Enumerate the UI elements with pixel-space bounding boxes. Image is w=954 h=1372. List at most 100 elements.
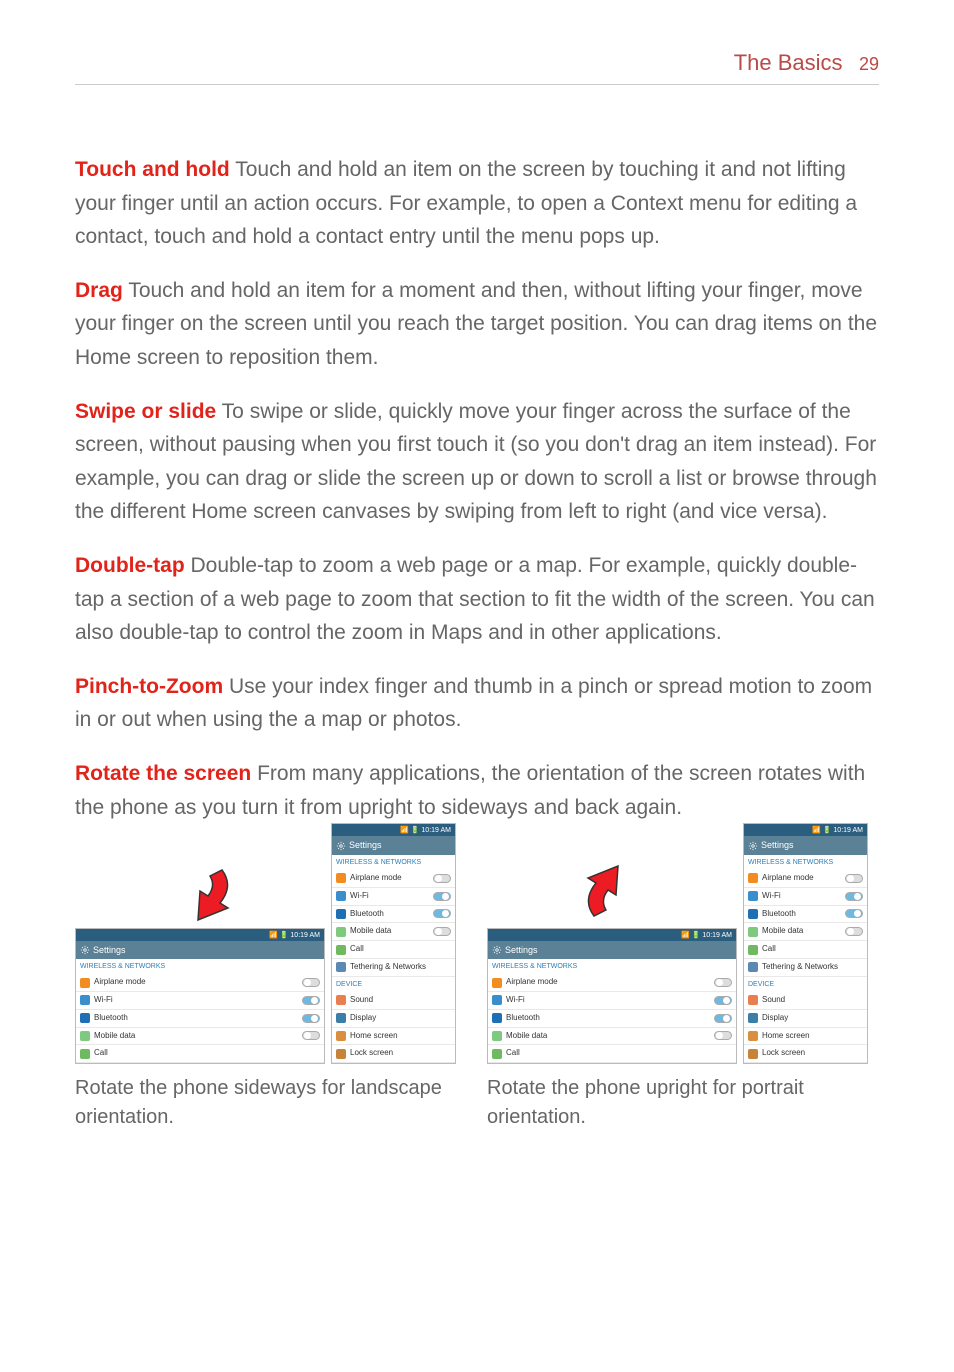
setting-icon: [336, 1031, 346, 1041]
setting-icon: [80, 995, 90, 1005]
setting-row[interactable]: Airplane mode: [76, 974, 324, 992]
term: Swipe or slide: [75, 400, 216, 423]
phone-screenshot-portrait: 📶 🔋 10:19 AMSettingsWIRELESS & NETWORKSA…: [331, 823, 456, 1064]
toggle-switch[interactable]: [433, 874, 451, 883]
setting-row[interactable]: Display: [332, 1010, 455, 1028]
toggle-switch[interactable]: [433, 927, 451, 936]
setting-row[interactable]: Lock screen: [744, 1045, 867, 1063]
setting-row[interactable]: Call: [488, 1045, 736, 1063]
setting-row[interactable]: Mobile data: [332, 923, 455, 941]
section-header-wireless: WIRELESS & NETWORKS: [76, 959, 324, 974]
setting-label: Display: [748, 1012, 788, 1025]
setting-label: Call: [80, 1047, 108, 1060]
toggle-switch[interactable]: [714, 1031, 732, 1040]
setting-row[interactable]: Call: [76, 1045, 324, 1063]
setting-icon: [336, 1049, 346, 1059]
gear-icon: [748, 841, 758, 851]
caption-landscape: Rotate the phone sideways for landscape …: [75, 1074, 467, 1132]
section-header-device: DEVICE: [332, 977, 455, 992]
setting-icon: [748, 1013, 758, 1023]
settings-titlebar: Settings: [744, 836, 867, 854]
toggle-switch[interactable]: [302, 1031, 320, 1040]
setting-row[interactable]: Mobile data: [76, 1028, 324, 1046]
phone-screenshot-landscape: 📶 🔋 10:19 AMSettingsWIRELESS & NETWORKSA…: [75, 928, 325, 1065]
setting-label: Bluetooth: [80, 1012, 128, 1025]
setting-label: Call: [492, 1047, 520, 1060]
setting-icon: [748, 962, 758, 972]
setting-label: Display: [336, 1012, 376, 1025]
setting-icon: [748, 927, 758, 937]
toggle-switch[interactable]: [714, 996, 732, 1005]
toggle-switch[interactable]: [302, 1014, 320, 1023]
statusbar: 📶 🔋 10:19 AM: [332, 824, 455, 836]
page-number: 29: [859, 54, 879, 74]
setting-icon: [492, 1031, 502, 1041]
paragraph: Double-tap Double-tap to zoom a web page…: [75, 549, 879, 650]
setting-row[interactable]: Wi-Fi: [332, 888, 455, 906]
statusbar: 📶 🔋 10:19 AM: [744, 824, 867, 836]
phone-screenshot-portrait: 📶 🔋 10:19 AMSettingsWIRELESS & NETWORKSA…: [743, 823, 868, 1064]
toggle-switch[interactable]: [433, 892, 451, 901]
setting-icon: [336, 962, 346, 972]
toggle-switch[interactable]: [845, 927, 863, 936]
setting-row[interactable]: Display: [744, 1010, 867, 1028]
setting-row[interactable]: Wi-Fi: [76, 992, 324, 1010]
paragraph: Rotate the screen From many applications…: [75, 757, 879, 824]
setting-row[interactable]: Airplane mode: [332, 870, 455, 888]
paragraph: Touch and hold Touch and hold an item on…: [75, 153, 879, 254]
setting-label: Airplane mode: [80, 976, 146, 989]
toggle-switch[interactable]: [845, 909, 863, 918]
setting-label: Bluetooth: [492, 1012, 540, 1025]
body-content: Touch and hold Touch and hold an item on…: [75, 153, 879, 1132]
toggle-switch[interactable]: [845, 874, 863, 883]
setting-icon: [336, 995, 346, 1005]
setting-row[interactable]: Home screen: [332, 1028, 455, 1046]
setting-label: Sound: [336, 994, 373, 1007]
settings-title: Settings: [349, 838, 382, 852]
toggle-switch[interactable]: [845, 892, 863, 901]
term: Pinch-to-Zoom: [75, 675, 223, 698]
section-title: The Basics: [734, 50, 843, 75]
setting-row[interactable]: Sound: [744, 992, 867, 1010]
setting-label: Sound: [748, 994, 785, 1007]
setting-row[interactable]: Tethering & Networks: [744, 959, 867, 977]
term: Touch and hold: [75, 158, 230, 181]
setting-label: Airplane mode: [492, 976, 558, 989]
figure-landscape: 📶 🔋 10:19 AMSettingsWIRELESS & NETWORKSA…: [75, 844, 467, 1132]
setting-row[interactable]: Airplane mode: [744, 870, 867, 888]
setting-row[interactable]: Home screen: [744, 1028, 867, 1046]
toggle-switch[interactable]: [714, 978, 732, 987]
toggle-switch[interactable]: [302, 996, 320, 1005]
setting-row[interactable]: Wi-Fi: [744, 888, 867, 906]
gear-icon: [336, 841, 346, 851]
figure-portrait: 📶 🔋 10:19 AMSettingsWIRELESS & NETWORKSA…: [487, 844, 879, 1132]
setting-row[interactable]: Sound: [332, 992, 455, 1010]
setting-row[interactable]: Call: [744, 941, 867, 959]
setting-icon: [748, 945, 758, 955]
toggle-switch[interactable]: [433, 909, 451, 918]
setting-icon: [748, 891, 758, 901]
setting-row[interactable]: Bluetooth: [332, 906, 455, 924]
setting-row[interactable]: Airplane mode: [488, 974, 736, 992]
toggle-switch[interactable]: [302, 978, 320, 987]
setting-row[interactable]: Bluetooth: [744, 906, 867, 924]
setting-row[interactable]: Bluetooth: [488, 1010, 736, 1028]
toggle-switch[interactable]: [714, 1014, 732, 1023]
setting-row[interactable]: Mobile data: [744, 923, 867, 941]
setting-label: Mobile data: [80, 1030, 135, 1043]
setting-row[interactable]: Mobile data: [488, 1028, 736, 1046]
setting-row[interactable]: Wi-Fi: [488, 992, 736, 1010]
setting-icon: [336, 1013, 346, 1023]
setting-icon: [336, 891, 346, 901]
setting-row[interactable]: Call: [332, 941, 455, 959]
setting-label: Airplane mode: [336, 872, 402, 885]
setting-row[interactable]: Tethering & Networks: [332, 959, 455, 977]
setting-label: Wi-Fi: [80, 994, 113, 1007]
setting-row[interactable]: Lock screen: [332, 1045, 455, 1063]
setting-label: Home screen: [336, 1030, 398, 1043]
setting-label: Mobile data: [336, 925, 391, 938]
setting-row[interactable]: Bluetooth: [76, 1010, 324, 1028]
page-header: The Basics 29: [75, 50, 879, 85]
settings-title: Settings: [761, 838, 794, 852]
paragraph: Pinch-to-Zoom Use your index finger and …: [75, 670, 879, 737]
